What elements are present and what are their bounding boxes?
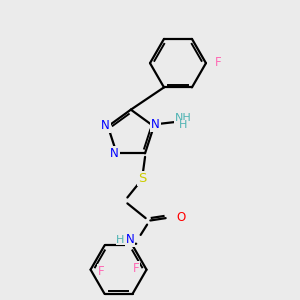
Text: NH: NH [175, 113, 192, 123]
Text: O: O [176, 211, 185, 224]
Text: F: F [98, 265, 105, 278]
Text: S: S [138, 172, 146, 185]
Text: N: N [125, 233, 134, 246]
Text: H: H [179, 121, 188, 130]
Text: N: N [101, 119, 110, 132]
Text: H: H [116, 235, 124, 244]
Text: F: F [215, 56, 222, 69]
Text: N: N [110, 147, 119, 160]
Text: N: N [151, 118, 160, 131]
Text: F: F [133, 262, 139, 275]
